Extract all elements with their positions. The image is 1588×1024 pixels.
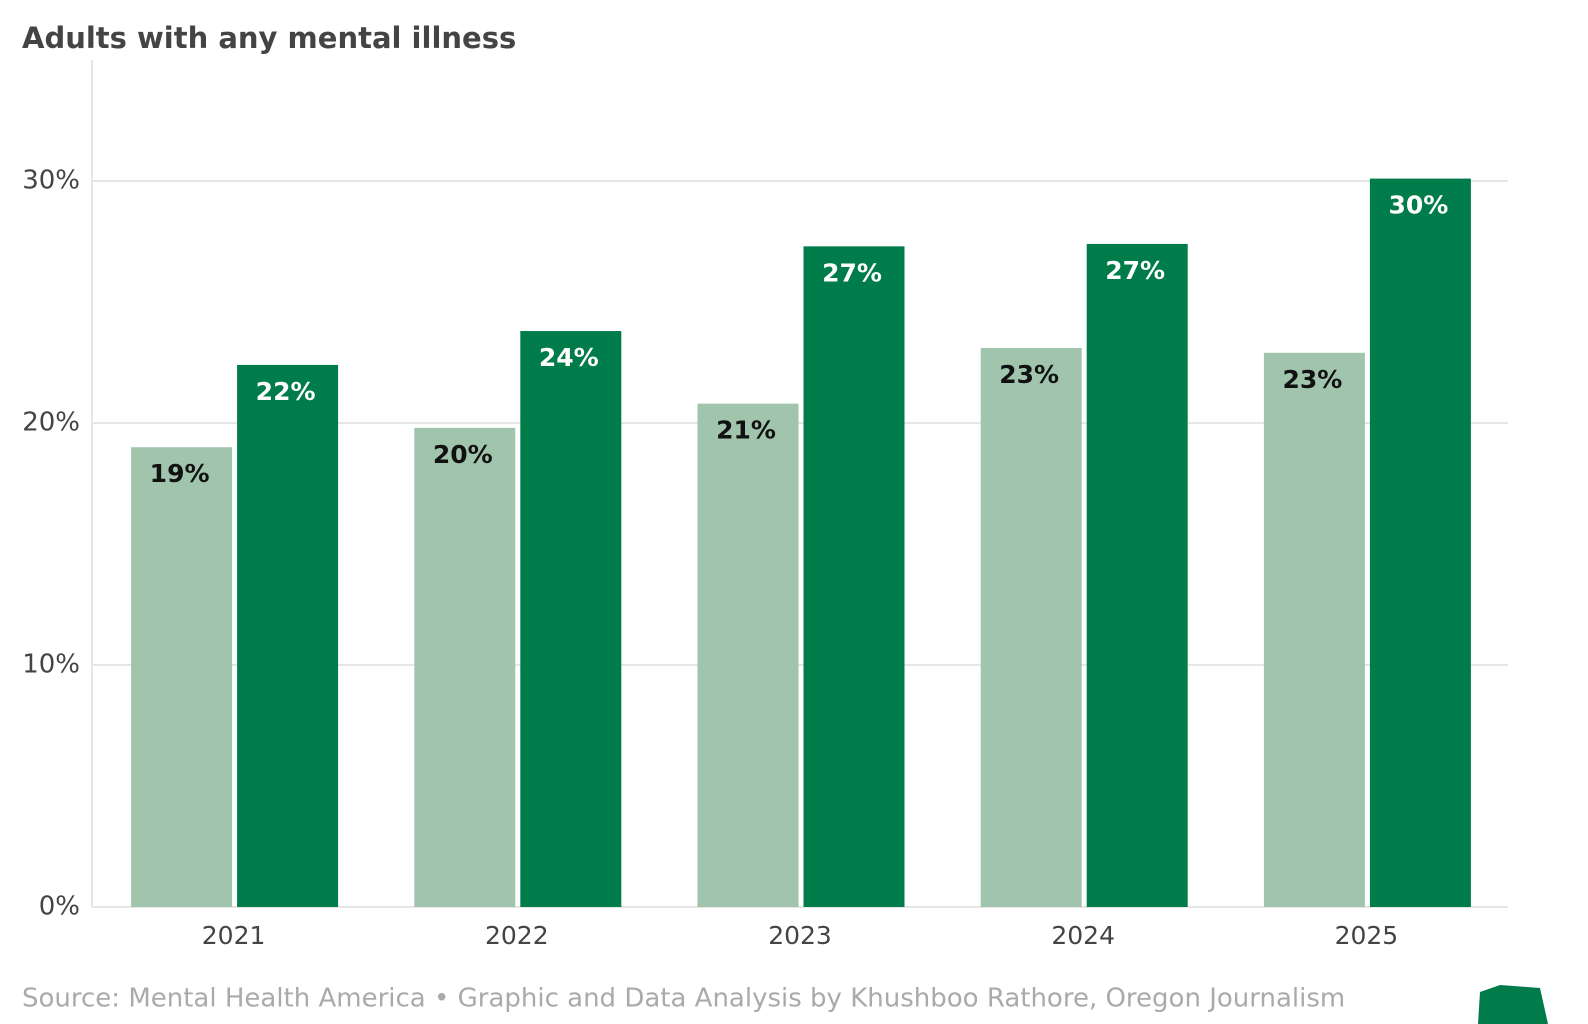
- data-label: 22%: [256, 377, 316, 406]
- y-tick-label: 30%: [22, 166, 80, 196]
- y-tick-label: 0%: [39, 892, 80, 922]
- x-tick-label: 2024: [1051, 921, 1115, 950]
- data-label: 24%: [539, 343, 599, 372]
- data-label: 23%: [999, 360, 1059, 389]
- x-tick-label: 2022: [485, 921, 549, 950]
- y-tick-label: 20%: [22, 408, 80, 438]
- bar: [1263, 352, 1365, 907]
- bar: [980, 347, 1082, 908]
- bar: [1369, 178, 1471, 907]
- logo: [1478, 985, 1548, 1024]
- data-label: 20%: [433, 440, 493, 469]
- bar: [1086, 243, 1188, 908]
- data-label: 21%: [716, 416, 776, 445]
- data-label: 30%: [1388, 191, 1448, 220]
- x-tick-label: 2025: [1335, 921, 1399, 950]
- data-label: 27%: [1105, 256, 1165, 285]
- bar: [803, 246, 905, 908]
- bar: [131, 447, 233, 907]
- bar: [414, 427, 516, 907]
- x-tick-label: 2021: [202, 921, 266, 950]
- source-note: Source: Mental Health America • Graphic …: [22, 984, 1345, 1014]
- data-label: 27%: [822, 258, 882, 287]
- data-label: 23%: [1282, 365, 1342, 394]
- x-tick-label: 2023: [768, 921, 832, 950]
- chart-title: Adults with any mental illness: [22, 21, 516, 55]
- bar: [520, 331, 622, 907]
- data-label: 19%: [150, 459, 210, 488]
- bar: [237, 364, 339, 907]
- bar: [697, 403, 799, 907]
- y-tick-label: 10%: [22, 650, 80, 680]
